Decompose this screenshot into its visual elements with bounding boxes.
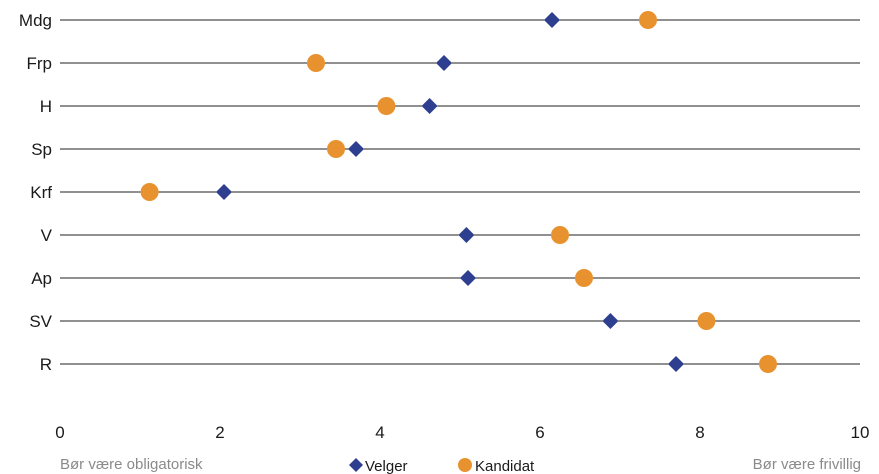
marker-velger-sp	[348, 141, 364, 157]
category-labels: Mdg Frp H Sp Krf V Ap SV R	[19, 11, 53, 374]
x-tick-label-8: 8	[695, 423, 704, 442]
marker-velger-v	[458, 227, 475, 243]
marker-kandidat-h	[377, 97, 396, 115]
category-label-mdg: Mdg	[19, 11, 52, 30]
marker-kandidat-krf	[140, 183, 159, 201]
annotation-left: Bør være obligatorisk	[60, 456, 203, 473]
x-tick-label-10: 10	[851, 423, 870, 442]
gridlines	[60, 19, 860, 365]
marker-kandidat-ap	[575, 269, 593, 287]
marker-kandidat-r	[759, 355, 777, 373]
category-label-sv: SV	[29, 312, 52, 331]
annotation-right: Bør være frivillig	[753, 456, 861, 473]
x-tick-label-0: 0	[55, 423, 64, 442]
legend-marker-kandidat	[458, 458, 472, 472]
marker-kandidat-sv	[697, 312, 716, 330]
x-axis-ticks: 0 2 4 6 8 10	[55, 423, 869, 442]
legend-marker-velger	[349, 458, 363, 472]
legend: Velger Kandidat	[349, 458, 535, 474]
marker-kandidat-v	[551, 226, 569, 244]
marker-kandidat-sp	[327, 140, 345, 158]
marker-kandidat-frp	[307, 54, 325, 72]
marker-velger-h	[421, 98, 438, 114]
category-label-r: R	[40, 355, 52, 374]
marker-velger-ap	[460, 270, 476, 286]
marker-velger-r	[668, 356, 684, 372]
category-label-sp: Sp	[31, 140, 52, 159]
category-label-v: V	[41, 226, 53, 245]
marker-kandidat-mdg	[639, 11, 657, 29]
x-tick-label-6: 6	[535, 423, 544, 442]
category-label-frp: Frp	[27, 54, 53, 73]
category-label-h: H	[40, 97, 52, 116]
marker-velger-sv	[602, 313, 619, 329]
marker-velger-krf	[216, 184, 232, 200]
x-tick-label-4: 4	[375, 423, 384, 442]
data-markers	[140, 11, 777, 373]
x-tick-label-2: 2	[215, 423, 224, 442]
legend-label-kandidat: Kandidat	[475, 458, 535, 474]
marker-velger-frp	[436, 55, 452, 71]
category-label-ap: Ap	[31, 269, 52, 288]
marker-velger-mdg	[544, 12, 560, 28]
category-label-krf: Krf	[30, 183, 52, 202]
legend-label-velger: Velger	[365, 458, 408, 474]
